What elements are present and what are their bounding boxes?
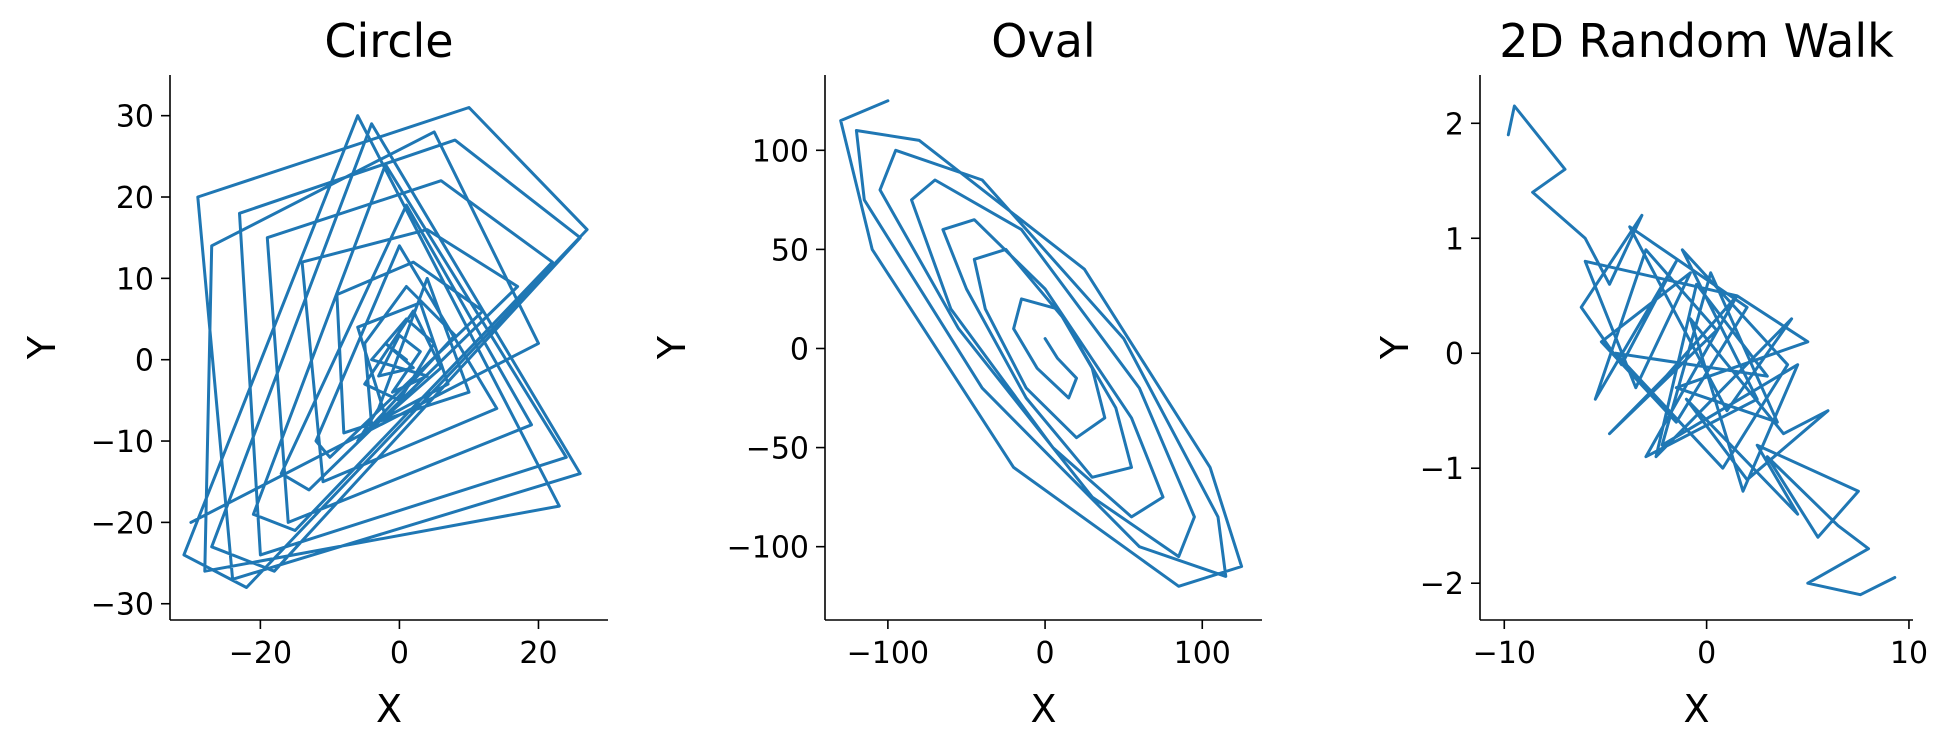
x-tick-label: 10 (1890, 636, 1928, 671)
x-tick-label: −20 (229, 636, 292, 671)
y-tick-label: 1 (1445, 222, 1464, 257)
y-tick-label: −30 (91, 588, 154, 623)
x-tick-label: 0 (1697, 636, 1716, 671)
x-tick-label: −100 (847, 636, 929, 671)
x-axis-label: X (1030, 687, 1056, 731)
subplot-title: Oval (991, 14, 1095, 68)
y-tick-label: −50 (746, 432, 809, 467)
y-tick-label: 2 (1445, 107, 1464, 142)
x-tick-label: 100 (1174, 636, 1231, 671)
y-tick-label: 100 (752, 134, 809, 169)
y-tick-label: 10 (116, 262, 154, 297)
subplot-2: Oval −100 0 100 −100 −50 0 50 100 X Y (650, 14, 1262, 731)
y-axis-label: Y (650, 335, 694, 360)
series-line-1 (1506, 104, 1897, 597)
y-tick-label: 0 (1445, 337, 1464, 372)
y-tick-label: −10 (91, 425, 154, 460)
subplot-title: 2D Random Walk (1499, 14, 1894, 68)
x-tick-label: 0 (1036, 636, 1055, 671)
y-tick-label: 30 (116, 100, 154, 135)
y-tick-label: 20 (116, 181, 154, 216)
y-tick-label: −20 (91, 506, 154, 541)
x-tick-label: 0 (390, 636, 409, 671)
series-line-1 (839, 99, 1244, 588)
y-tick-label: 0 (790, 332, 809, 367)
subplot-1: Circle −20 0 20 −30 −20 −10 0 10 20 30 X Y (20, 14, 608, 731)
subplot-title: Circle (324, 14, 453, 68)
y-tick-label: −2 (1420, 567, 1464, 602)
y-axis-label: Y (20, 335, 64, 360)
x-axis-label: X (376, 687, 402, 731)
x-tick-label: 20 (519, 636, 557, 671)
x-tick-label: −10 (1473, 636, 1536, 671)
x-axis-label: X (1683, 687, 1709, 731)
y-tick-label: 50 (771, 233, 809, 268)
y-tick-label: 0 (135, 344, 154, 379)
y-axis-label: Y (1373, 335, 1417, 360)
y-tick-label: −100 (727, 531, 809, 566)
y-tick-label: −1 (1420, 452, 1464, 487)
series-line-1 (182, 106, 589, 589)
